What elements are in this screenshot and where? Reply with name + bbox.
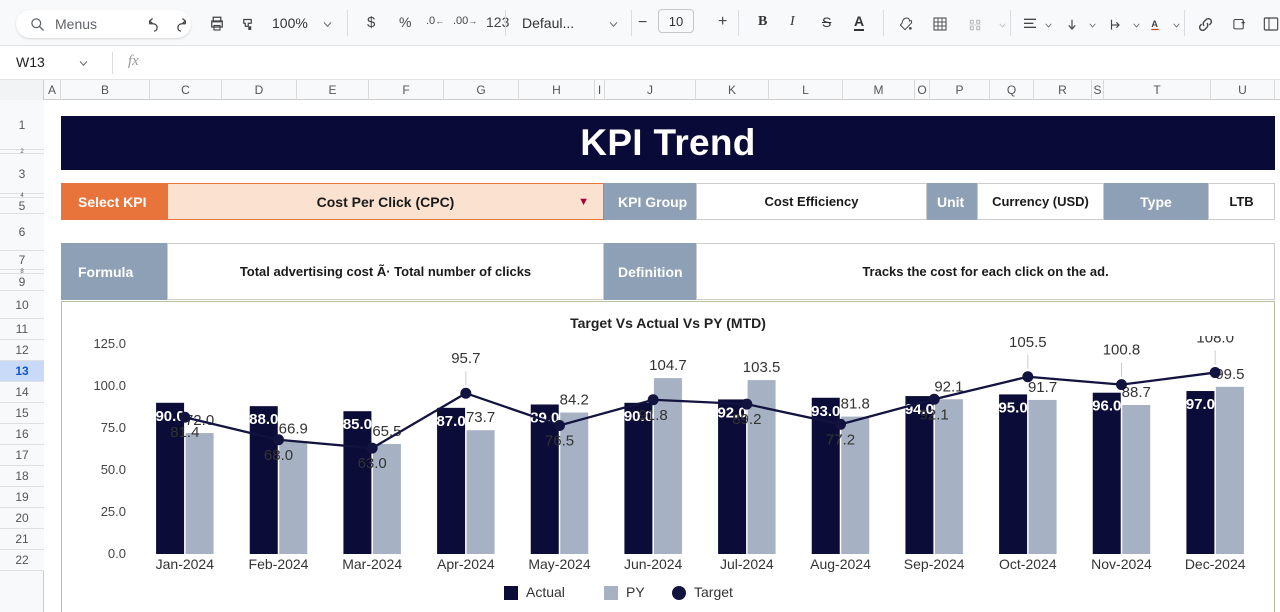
svg-text:Oct-2024: Oct-2024: [999, 556, 1057, 572]
svg-text:Jul-2024: Jul-2024: [720, 556, 774, 572]
svg-text:108.0: 108.0: [1196, 336, 1234, 347]
svg-text:63.0: 63.0: [358, 455, 387, 472]
svg-text:66.9: 66.9: [279, 421, 308, 438]
svg-text:100.8: 100.8: [1103, 342, 1141, 359]
svg-text:Jan-2024: Jan-2024: [156, 556, 215, 572]
svg-text:25.0: 25.0: [101, 504, 126, 519]
svg-text:81.8: 81.8: [841, 396, 870, 413]
svg-text:103.5: 103.5: [743, 359, 781, 376]
svg-text:95.0: 95.0: [998, 399, 1027, 416]
svg-text:84.2: 84.2: [560, 392, 589, 409]
svg-text:68.0: 68.0: [264, 447, 293, 464]
svg-text:97.0: 97.0: [1186, 396, 1215, 413]
svg-text:Jun-2024: Jun-2024: [624, 556, 683, 572]
svg-text:87.0: 87.0: [436, 413, 465, 430]
svg-text:A: A: [1151, 19, 1158, 29]
svg-text:81.4: 81.4: [170, 424, 199, 441]
svg-text:91.7: 91.7: [1028, 379, 1057, 396]
svg-text:76.5: 76.5: [545, 432, 574, 449]
svg-text:77.2: 77.2: [826, 431, 855, 448]
svg-text:50.0: 50.0: [101, 462, 126, 477]
svg-text:91.8: 91.8: [639, 407, 668, 424]
svg-text:93.0: 93.0: [811, 403, 840, 420]
svg-text:65.5: 65.5: [372, 423, 401, 440]
svg-text:100.0: 100.0: [93, 378, 126, 393]
svg-text:Aug-2024: Aug-2024: [810, 556, 871, 572]
svg-text:92.1: 92.1: [920, 406, 949, 423]
svg-text:Actual: Actual: [526, 584, 565, 600]
svg-text:95.7: 95.7: [451, 350, 480, 367]
svg-text:88.0: 88.0: [249, 411, 278, 428]
svg-text:Target: Target: [694, 584, 733, 600]
svg-text:85.0: 85.0: [343, 416, 372, 433]
svg-text:73.7: 73.7: [466, 409, 495, 426]
svg-text:96.0: 96.0: [1092, 398, 1121, 415]
svg-text:May-2024: May-2024: [528, 556, 590, 572]
svg-text:125.0: 125.0: [93, 336, 126, 351]
svg-text:75.0: 75.0: [101, 420, 126, 435]
svg-text:Dec-2024: Dec-2024: [1185, 556, 1246, 572]
svg-text:0.0: 0.0: [108, 546, 126, 561]
svg-text:Apr-2024: Apr-2024: [437, 556, 495, 572]
svg-text:104.7: 104.7: [649, 357, 687, 374]
svg-text:Mar-2024: Mar-2024: [342, 556, 402, 572]
svg-text:105.5: 105.5: [1009, 336, 1047, 351]
svg-text:PY: PY: [626, 584, 645, 600]
svg-text:Nov-2024: Nov-2024: [1091, 556, 1152, 572]
svg-text:Sep-2024: Sep-2024: [904, 556, 965, 572]
svg-text:Feb-2024: Feb-2024: [249, 556, 309, 572]
svg-text:89.2: 89.2: [732, 411, 761, 428]
